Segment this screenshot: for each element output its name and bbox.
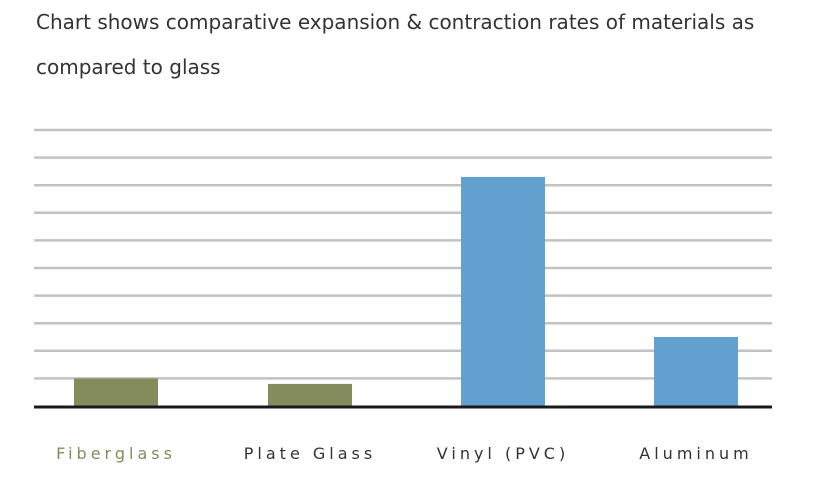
x-tick-label: Vinyl (PVC) [437, 444, 569, 463]
gridlines [34, 128, 772, 380]
chart-title-line-1: Chart shows comparative expansion & cont… [36, 10, 755, 34]
bar-aluminum [654, 337, 738, 406]
x-tick-label: Aluminum [639, 444, 752, 463]
bar-fiberglass [74, 378, 158, 406]
x-tick-labels: Fiberglass Plate Glass Vinyl (PVC) Aluminum [56, 444, 752, 463]
x-tick-label: Plate Glass [244, 444, 376, 463]
x-tick-label: Fiberglass [56, 444, 176, 463]
bars [74, 176, 738, 406]
bar-vinyl-pvc [461, 176, 545, 406]
chart-title: Chart shows comparative expansion & cont… [36, 0, 796, 90]
bar-plate-glass [268, 383, 352, 406]
chart-title-line-2: compared to glass [36, 55, 221, 79]
